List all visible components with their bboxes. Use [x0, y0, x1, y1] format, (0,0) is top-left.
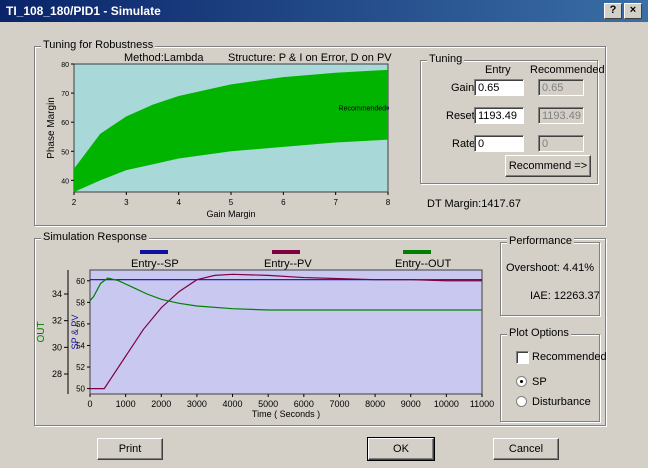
rate-recommended-field: 0 [538, 135, 584, 152]
robust-y-axis-label: Phase Margin [46, 97, 57, 159]
dt-margin-label: DT Margin:1417.67 [427, 198, 521, 210]
sim-out-tick-label: 34 [52, 289, 62, 299]
rate-label: Rate: [452, 138, 479, 150]
recommended-header: Recommended [530, 64, 605, 76]
sim-y-tick-label: 54 [76, 341, 85, 350]
tuning-group: Tuning [420, 53, 598, 184]
robustness-group-label: Tuning for Robustness [41, 39, 156, 51]
plot-options-group-label: Plot Options [507, 327, 571, 339]
sim-y-tick-label: 56 [76, 320, 85, 329]
sim-y-tick-label: 58 [76, 298, 85, 307]
robust-y-tick-label: 40 [61, 178, 69, 185]
reset-recommended-field: 1193.49 [538, 107, 584, 124]
robustness-chart: 2 3 4 5 6 7 8 40 50 60 70 80 Gain Margin Phase Margin… [46, 62, 391, 219]
recommended-checkbox[interactable] [516, 351, 529, 364]
sp-radio-dot [520, 380, 523, 383]
sim-out-tick-label: 28 [52, 369, 62, 379]
entry-header: Entry [485, 64, 511, 76]
overshoot-value: Overshoot: 4.41% [506, 262, 595, 274]
title-bar: TI_108_180/PID1 - Simulate ? × [0, 0, 648, 22]
sim-x-tick-label: 11000 [470, 399, 494, 409]
recommended-checkbox-label: Recommended [532, 351, 607, 363]
robustness-group: Tuning for Robustness [34, 39, 606, 226]
sim-x-tick-label: 5000 [258, 399, 278, 409]
legend-sp-swatch [140, 250, 168, 254]
gain-label: Gain: [451, 82, 478, 94]
robust-x-tick-label: 8 [386, 198, 391, 207]
rate-input[interactable]: 0 [474, 135, 524, 152]
performance-group-label: Performance [507, 235, 574, 247]
robustness-band [74, 69, 388, 192]
sim-x-tick-label: 7000 [329, 399, 349, 409]
sim-x-tick-label: 9000 [401, 399, 421, 409]
legend-pv-label: Entry--PV [264, 258, 312, 270]
gain-recommended-field: 0.65 [538, 79, 584, 96]
simulation-group-label: Simulation Response [41, 231, 149, 243]
sim-y-tick-label: 50 [76, 385, 85, 394]
sim-y-axis-label: SP & PV [70, 315, 80, 350]
sim-y-tick-label: 60 [76, 277, 85, 286]
legend-out-swatch [403, 250, 431, 254]
robust-x-tick-label: 5 [229, 198, 234, 207]
sim-x-tick-label: 6000 [294, 399, 314, 409]
recommended-marker [386, 106, 389, 110]
sp-radio-label: SP [532, 376, 547, 388]
robust-x-tick-label: 7 [333, 198, 338, 207]
sim-x-tick-label: 1000 [116, 399, 136, 409]
reset-label: Reset: [446, 110, 478, 122]
robust-x-axis-label: Gain Margin [206, 209, 255, 219]
sim-x-tick-label: 2000 [151, 399, 171, 409]
sim-out-tick-label: 32 [52, 316, 62, 326]
robust-x-tick-label: 3 [124, 198, 129, 207]
disturbance-radio[interactable] [516, 396, 527, 407]
robust-x-tick-label: 6 [281, 198, 286, 207]
recommend-button[interactable]: Recommend => [505, 155, 591, 177]
performance-group: Performance [500, 235, 600, 316]
sim-y-tick-label: 52 [76, 363, 85, 372]
simulation-chart: 0 1000 2000 3000 4000 5000 6000 7000 8000 9000 100… [36, 269, 494, 419]
sim-series-pv [90, 273, 482, 390]
sp-radio[interactable] [516, 376, 527, 387]
reset-input[interactable]: 1193.49 [474, 107, 524, 124]
legend-pv-swatch [272, 250, 300, 254]
iae-value: IAE: 12263.37 [530, 290, 600, 302]
print-button[interactable]: Print [97, 438, 163, 460]
sim-x-tick-label: 0 [87, 399, 92, 409]
robust-y-tick-label: 50 [61, 149, 69, 156]
gain-input[interactable]: 0.65 [474, 79, 524, 96]
plot-options-group: Plot Options [500, 327, 600, 422]
robust-x-tick-label: 2 [72, 198, 77, 207]
sim-out-axis-label: OUT [36, 321, 47, 342]
sim-plot-area [89, 269, 483, 395]
tuning-group-label: Tuning [427, 53, 465, 65]
cancel-button[interactable]: Cancel [493, 438, 559, 460]
simulation-group: Simulation Response [34, 231, 606, 426]
robust-y-tick-label: 80 [61, 62, 69, 69]
legend-out-label: Entry--OUT [395, 258, 452, 270]
legend-sp-label: Entry--SP [131, 258, 179, 270]
sim-series-out [89, 277, 482, 311]
robust-y-tick-label: 60 [61, 120, 69, 127]
close-button[interactable]: × [624, 3, 642, 19]
sim-x-tick-label: 8000 [365, 399, 385, 409]
recommended-marker-label: Recommended [339, 106, 387, 113]
help-button[interactable]: ? [604, 3, 622, 19]
sim-x-tick-label: 3000 [187, 399, 207, 409]
sim-out-tick-label: 30 [52, 342, 62, 352]
ok-button[interactable]: OK [367, 437, 435, 461]
window-title: TI_108_180/PID1 - Simulate [6, 4, 161, 18]
disturbance-radio-label: Disturbance [532, 396, 591, 408]
method-label: Method:Lambda [124, 52, 204, 64]
sim-x-tick-label: 10000 [434, 399, 459, 409]
sim-x-axis-label: Time ( Seconds ) [252, 409, 320, 419]
sim-x-tick-label: 4000 [223, 399, 243, 409]
robust-x-tick-label: 4 [176, 198, 181, 207]
robust-y-tick-label: 70 [61, 91, 69, 98]
structure-label: Structure: P & I on Error, D on PV [228, 52, 392, 64]
